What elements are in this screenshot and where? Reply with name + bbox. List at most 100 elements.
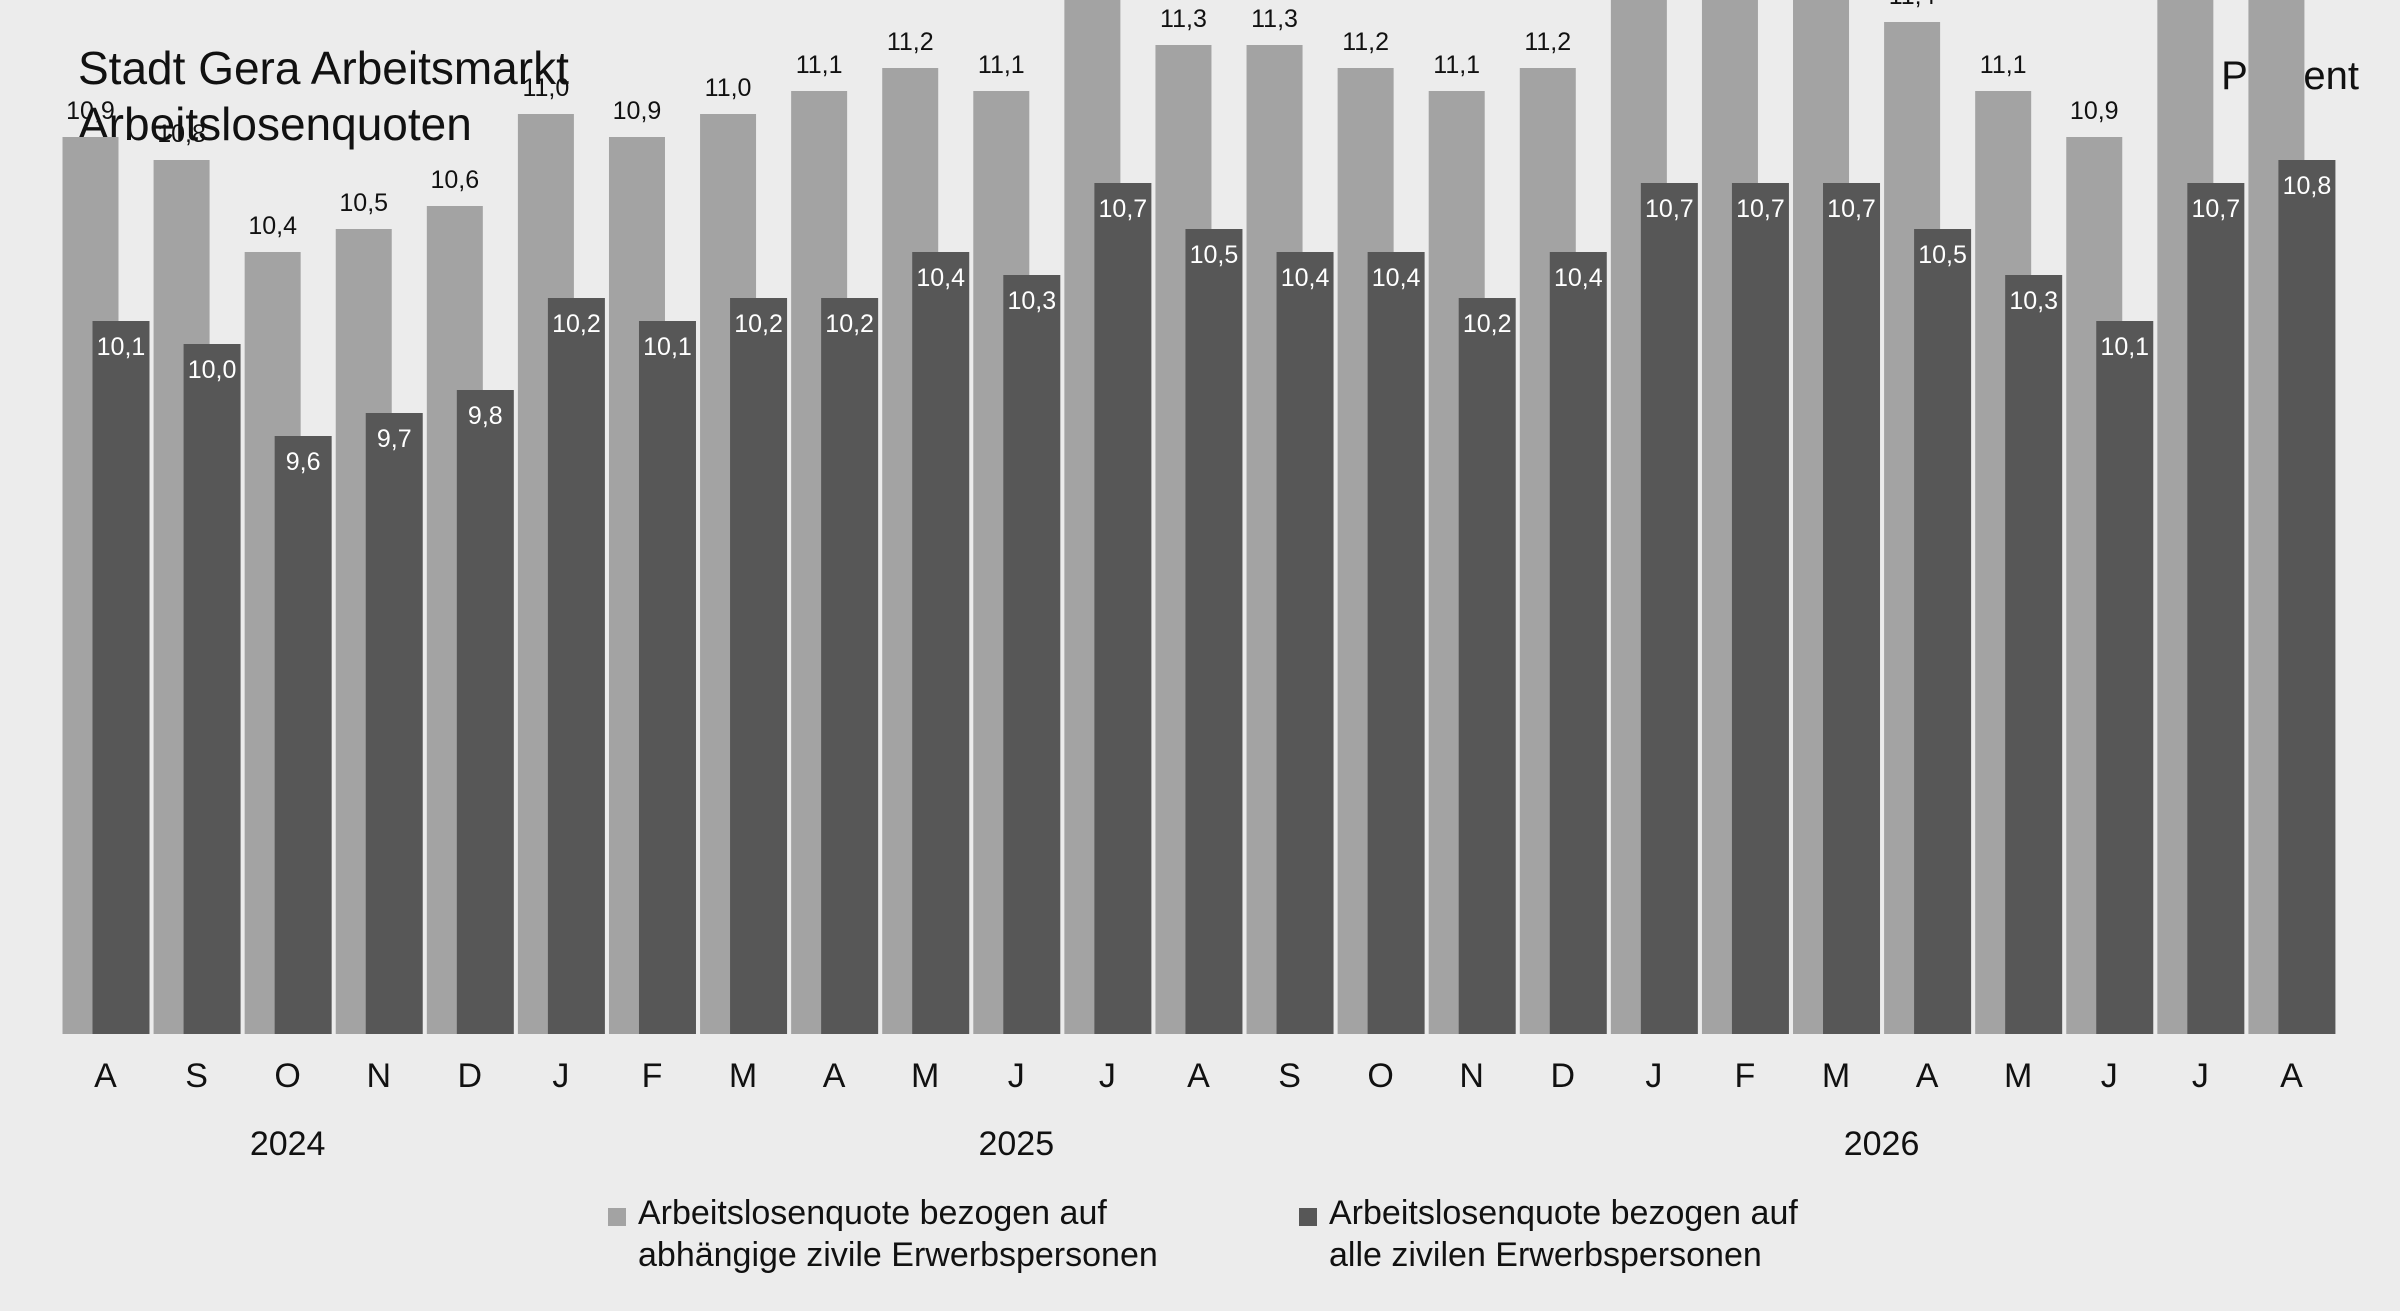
data-label-dark: 10,5 [1190, 241, 1239, 269]
bar-dark [2278, 160, 2336, 1034]
data-label-dark: 10,3 [1007, 287, 1056, 315]
x-tick-label: A [1916, 1057, 1939, 1095]
year-label: 2025 [978, 1125, 1054, 1163]
x-tick-label: A [94, 1057, 117, 1095]
x-tick-label: D [458, 1057, 483, 1095]
x-tick-label: A [823, 1057, 846, 1095]
x-tick-label: O [1367, 1057, 1393, 1095]
data-label-dark: 10,4 [916, 264, 965, 292]
data-label-light: 10,6 [430, 166, 479, 194]
data-label-light: 11,0 [522, 74, 569, 102]
bar-dark [2096, 321, 2154, 1034]
data-label-light: 11,1 [978, 51, 1025, 79]
x-tick-label: J [1008, 1057, 1025, 1095]
data-label-light: 11,1 [1980, 51, 2027, 79]
data-label-dark: 10,7 [1099, 195, 1148, 223]
bar-dark [1276, 252, 1334, 1034]
legend-item-light: Arbeitslosenquote bezogen auf abhängige … [608, 1192, 1158, 1276]
legend-label-dark-line-1: Arbeitslosenquote bezogen auf [1329, 1194, 1798, 1232]
data-label-dark: 10,1 [643, 333, 692, 361]
data-label-dark: 10,7 [1827, 195, 1876, 223]
x-tick-label: J [1099, 1057, 1116, 1095]
x-tick-label: J [2192, 1057, 2209, 1095]
data-label-dark: 10,2 [734, 310, 783, 338]
x-tick-label: O [274, 1057, 300, 1095]
data-label-dark: 10,7 [2192, 195, 2241, 223]
x-tick-label: S [185, 1057, 208, 1095]
data-label-light: 11,3 [1251, 5, 1298, 33]
x-tick-label: J [1645, 1057, 1662, 1095]
data-label-light: 10,8 [157, 120, 206, 148]
data-label-dark: 10,1 [97, 333, 146, 361]
bar-dark [730, 298, 788, 1034]
legend-item-dark: Arbeitslosenquote bezogen auf alle zivil… [1299, 1192, 1798, 1276]
data-label-light: 11,2 [887, 28, 934, 56]
bar-dark [2005, 275, 2063, 1034]
data-label-dark: 10,8 [2283, 172, 2332, 200]
bar-dark [456, 390, 514, 1034]
data-label-dark: 10,2 [825, 310, 874, 338]
data-label-light: 11,1 [1433, 51, 1480, 79]
data-label-light: 11,4 [1889, 0, 1936, 10]
x-tick-label: A [1187, 1057, 1210, 1095]
data-label-light: 10,5 [339, 189, 388, 217]
legend-label-light-line-2: abhängige zivile Erwerbspersonen [638, 1236, 1158, 1274]
data-label-light: 10,9 [66, 97, 115, 125]
bar-dark [547, 298, 605, 1034]
x-tick-label: J [2101, 1057, 2118, 1095]
bar-dark [912, 252, 970, 1034]
data-label-dark: 10,7 [1736, 195, 1785, 223]
data-label-dark: 10,2 [552, 310, 601, 338]
bar-dark [1367, 252, 1425, 1034]
bar-dark [183, 344, 241, 1034]
data-label-dark: 10,4 [1372, 264, 1421, 292]
chart-title-line-1: Stadt Gera Arbeitsmarkt [78, 42, 569, 94]
data-label-dark: 10,1 [2100, 333, 2149, 361]
legend: Arbeitslosenquote bezogen auf abhängige … [0, 1192, 2400, 1282]
x-tick-label: A [2280, 1057, 2303, 1095]
x-tick-label: F [1735, 1057, 1756, 1095]
data-label-light: 11,0 [705, 74, 752, 102]
x-tick-label: N [366, 1057, 391, 1095]
x-tick-label: J [552, 1057, 569, 1095]
x-tick-label: S [1278, 1057, 1301, 1095]
data-label-light: 11,2 [1524, 28, 1571, 56]
bar-dark [1185, 229, 1243, 1034]
bar-dark [1823, 183, 1881, 1034]
bar-dark [821, 298, 879, 1034]
data-label-dark: 10,5 [1918, 241, 1967, 269]
legend-label-dark: Arbeitslosenquote bezogen auf alle zivil… [1329, 1192, 1798, 1276]
data-label-dark: 10,0 [188, 356, 237, 384]
data-label-dark: 10,2 [1463, 310, 1512, 338]
bar-dark [92, 321, 150, 1034]
x-tick-label: M [729, 1057, 757, 1095]
data-label-light: 11,2 [1342, 28, 1389, 56]
bar-dark [274, 436, 332, 1034]
data-label-light: 11,1 [796, 51, 843, 79]
bar-dark [1549, 252, 1607, 1034]
bar-dark [1640, 183, 1698, 1034]
bar-dark [1914, 229, 1972, 1034]
data-label-dark: 9,6 [286, 448, 321, 476]
bar-dark [2187, 183, 2245, 1034]
bar-dark [1458, 298, 1516, 1034]
year-label: 2024 [250, 1125, 326, 1163]
x-tick-label: M [911, 1057, 939, 1095]
legend-swatch-light [608, 1208, 626, 1226]
chart-title-line-2: Arbeitslosenquoten [78, 98, 472, 150]
bar-dark [1003, 275, 1061, 1034]
data-label-dark: 9,7 [377, 425, 412, 453]
bar-dark [365, 413, 423, 1034]
legend-label-dark-line-2: alle zivilen Erwerbspersonen [1329, 1236, 1762, 1274]
legend-label-light-line-1: Arbeitslosenquote bezogen auf [638, 1194, 1107, 1232]
data-label-light: 11,3 [1160, 5, 1207, 33]
data-label-dark: 10,4 [1281, 264, 1330, 292]
legend-swatch-dark [1299, 1208, 1317, 1226]
data-label-dark: 10,4 [1554, 264, 1603, 292]
x-tick-label: N [1459, 1057, 1484, 1095]
data-label-light: 10,9 [2070, 97, 2119, 125]
data-label-dark: 9,8 [468, 402, 503, 430]
x-tick-label: M [1822, 1057, 1850, 1095]
chart-title: Stadt Gera Arbeitsmarkt Arbeitslosenquot… [78, 40, 569, 152]
